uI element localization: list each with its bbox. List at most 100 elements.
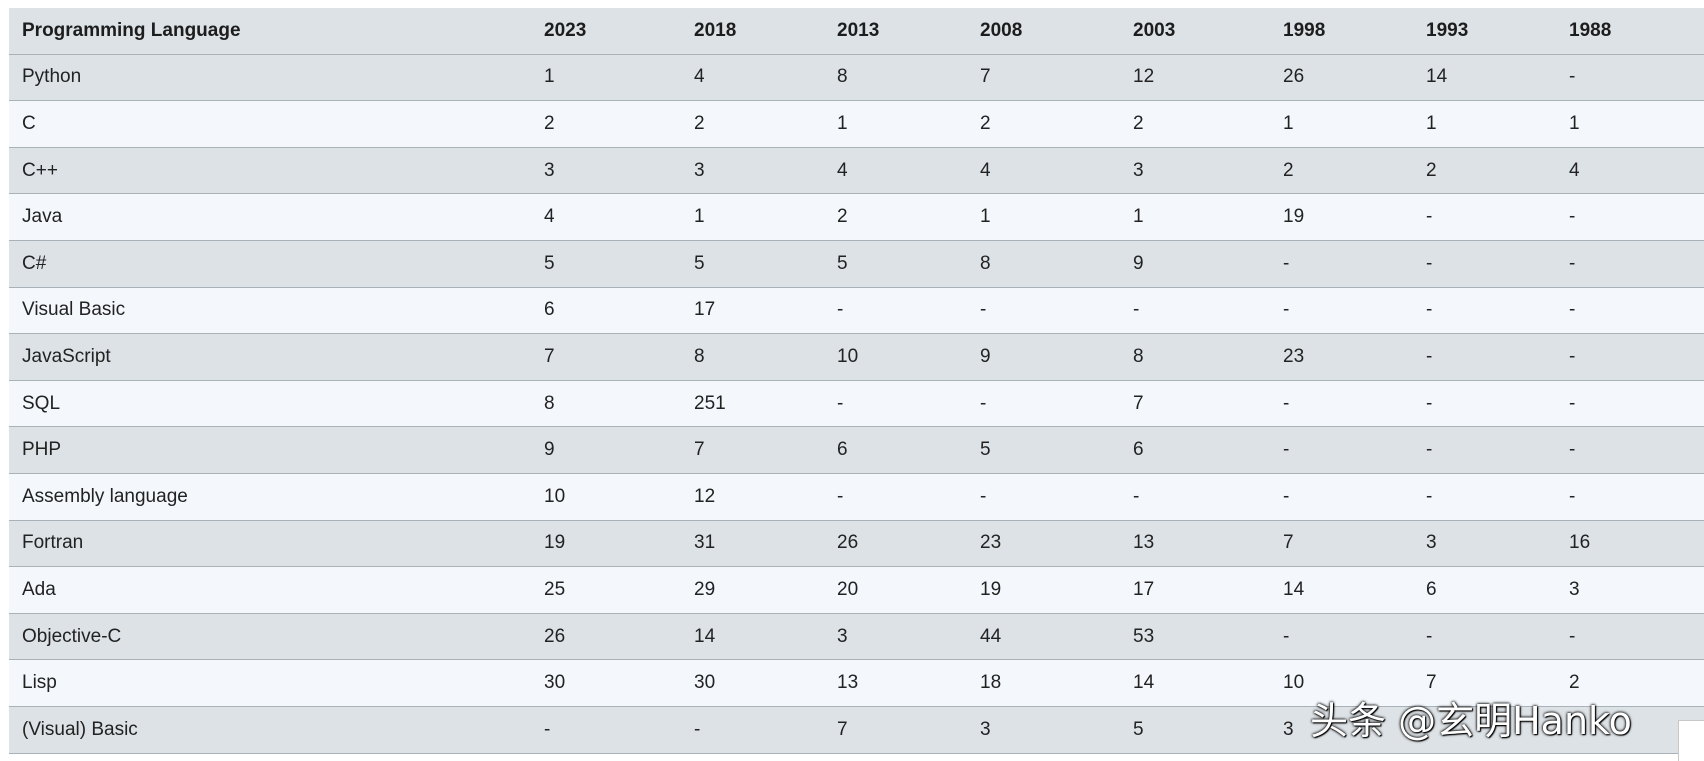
- rank-cell: 1: [824, 100, 967, 148]
- rank-cell: 4: [681, 54, 824, 102]
- language-name-cell: SQL: [9, 380, 531, 428]
- rank-cell: 5: [824, 240, 967, 288]
- rank-cell: -: [1556, 426, 1704, 474]
- rank-cell: 4: [1556, 147, 1704, 195]
- rank-cell: 9: [967, 333, 1120, 381]
- rank-cell: 6: [1120, 426, 1270, 474]
- corner-panel: [1678, 720, 1704, 761]
- language-name-cell: PHP: [9, 426, 531, 474]
- table-header-row: Programming Language 2023 2018 2013 2008 2003…: [9, 8, 1704, 55]
- table-row: Java 4 1 2 1 1 19- -: [9, 193, 1704, 241]
- rank-cell: -: [1556, 193, 1704, 241]
- rank-cell: -: [1556, 380, 1704, 428]
- rank-cell: 3: [1120, 147, 1270, 195]
- rank-cell: 19: [1270, 193, 1413, 241]
- ranking-table-container: Programming Language 2023 2018 2013 2008 2003…: [9, 8, 1704, 754]
- rank-cell: 2: [824, 193, 967, 241]
- table-row: Fortran 19 31 26 23 13 7 3 16: [9, 520, 1704, 568]
- rank-cell: 10: [1270, 659, 1413, 707]
- rank-cell: 8: [967, 240, 1120, 288]
- rank-cell: 17: [1120, 566, 1270, 614]
- rank-cell: 3: [1556, 566, 1704, 614]
- rank-cell: 26: [824, 520, 967, 568]
- rank-cell: -: [967, 287, 1120, 335]
- column-header-year: 2023: [531, 8, 681, 55]
- rank-cell: 2: [1413, 147, 1556, 195]
- language-name-cell: Assembly language: [9, 473, 531, 521]
- rank-cell: -: [1413, 473, 1556, 521]
- rank-cell: 1: [967, 193, 1120, 241]
- rank-cell: 12: [1120, 54, 1270, 102]
- language-name-cell: Visual Basic: [9, 287, 531, 335]
- rank-cell: -: [1413, 426, 1556, 474]
- rank-cell: 10: [824, 333, 967, 381]
- rank-cell: 13: [824, 659, 967, 707]
- rank-cell: 29: [681, 566, 824, 614]
- language-name-cell: (Visual) Basic: [9, 706, 531, 754]
- rank-cell: 26: [1270, 54, 1413, 102]
- rank-cell: -: [967, 380, 1120, 428]
- rank-cell: 251: [681, 380, 824, 428]
- rank-cell: 3: [531, 147, 681, 195]
- rank-cell: [1413, 706, 1556, 754]
- table-row: Ada 25 29 20 19 17 14 6 3: [9, 566, 1704, 614]
- rank-cell: 44: [967, 613, 1120, 661]
- table-row: Assembly language 10 12- - - - - -: [9, 473, 1704, 521]
- rank-cell: -: [1120, 473, 1270, 521]
- language-name-cell: Lisp: [9, 659, 531, 707]
- rank-cell: 12: [681, 473, 824, 521]
- language-name-cell: C: [9, 100, 531, 148]
- rank-cell: 31: [681, 520, 824, 568]
- rank-cell: 23: [1270, 333, 1413, 381]
- rank-cell: 53: [1120, 613, 1270, 661]
- rank-cell: 8: [531, 380, 681, 428]
- language-name-cell: Ada: [9, 566, 531, 614]
- rank-cell: -: [1413, 287, 1556, 335]
- rank-cell: 1: [681, 193, 824, 241]
- column-header-year: 2003: [1120, 8, 1270, 55]
- rank-cell: 7: [681, 426, 824, 474]
- rank-cell: -: [1270, 287, 1413, 335]
- rank-cell: -: [1556, 613, 1704, 661]
- rank-cell: -: [1556, 473, 1704, 521]
- rank-cell: 19: [531, 520, 681, 568]
- language-name-cell: Objective-C: [9, 613, 531, 661]
- table-row: PHP 9 7 6 5 6- - -: [9, 426, 1704, 474]
- rank-cell: 1: [1556, 100, 1704, 148]
- rank-cell: 3: [1270, 706, 1413, 754]
- rank-cell: -: [1556, 54, 1704, 102]
- column-header-year: 1998: [1270, 8, 1413, 55]
- rank-cell: 5: [531, 240, 681, 288]
- language-name-cell: Java: [9, 193, 531, 241]
- rank-cell: 4: [531, 193, 681, 241]
- rank-cell: -: [1413, 193, 1556, 241]
- rank-cell: -: [681, 706, 824, 754]
- rank-cell: 2: [681, 100, 824, 148]
- rank-cell: 25: [531, 566, 681, 614]
- rank-cell: -: [1556, 287, 1704, 335]
- language-name-cell: JavaScript: [9, 333, 531, 381]
- column-header-language: Programming Language: [9, 8, 531, 55]
- rank-cell: 8: [681, 333, 824, 381]
- rank-cell: 6: [1413, 566, 1556, 614]
- rank-cell: 3: [967, 706, 1120, 754]
- rank-cell: 3: [1413, 520, 1556, 568]
- table-row: C# 5 5 5 8 9- - -: [9, 240, 1704, 288]
- rank-cell: 7: [824, 706, 967, 754]
- rank-cell: 7: [1120, 380, 1270, 428]
- rank-cell: 7: [967, 54, 1120, 102]
- rank-cell: -: [1413, 240, 1556, 288]
- rank-cell: 3: [681, 147, 824, 195]
- rank-cell: 5: [1120, 706, 1270, 754]
- rank-cell: 9: [531, 426, 681, 474]
- rank-cell: -: [1413, 613, 1556, 661]
- rank-cell: 7: [531, 333, 681, 381]
- rank-cell: -: [1270, 473, 1413, 521]
- table-row: Python 1 4 8 7 12 26 14-: [9, 54, 1704, 102]
- rank-cell: 6: [531, 287, 681, 335]
- table-row: (Visual) Basic - -7 3 5 3: [9, 706, 1704, 754]
- rank-cell: 14: [1120, 659, 1270, 707]
- table-row: Objective-C 26 14 3 44 53- - -: [9, 613, 1704, 661]
- rank-cell: 1: [1413, 100, 1556, 148]
